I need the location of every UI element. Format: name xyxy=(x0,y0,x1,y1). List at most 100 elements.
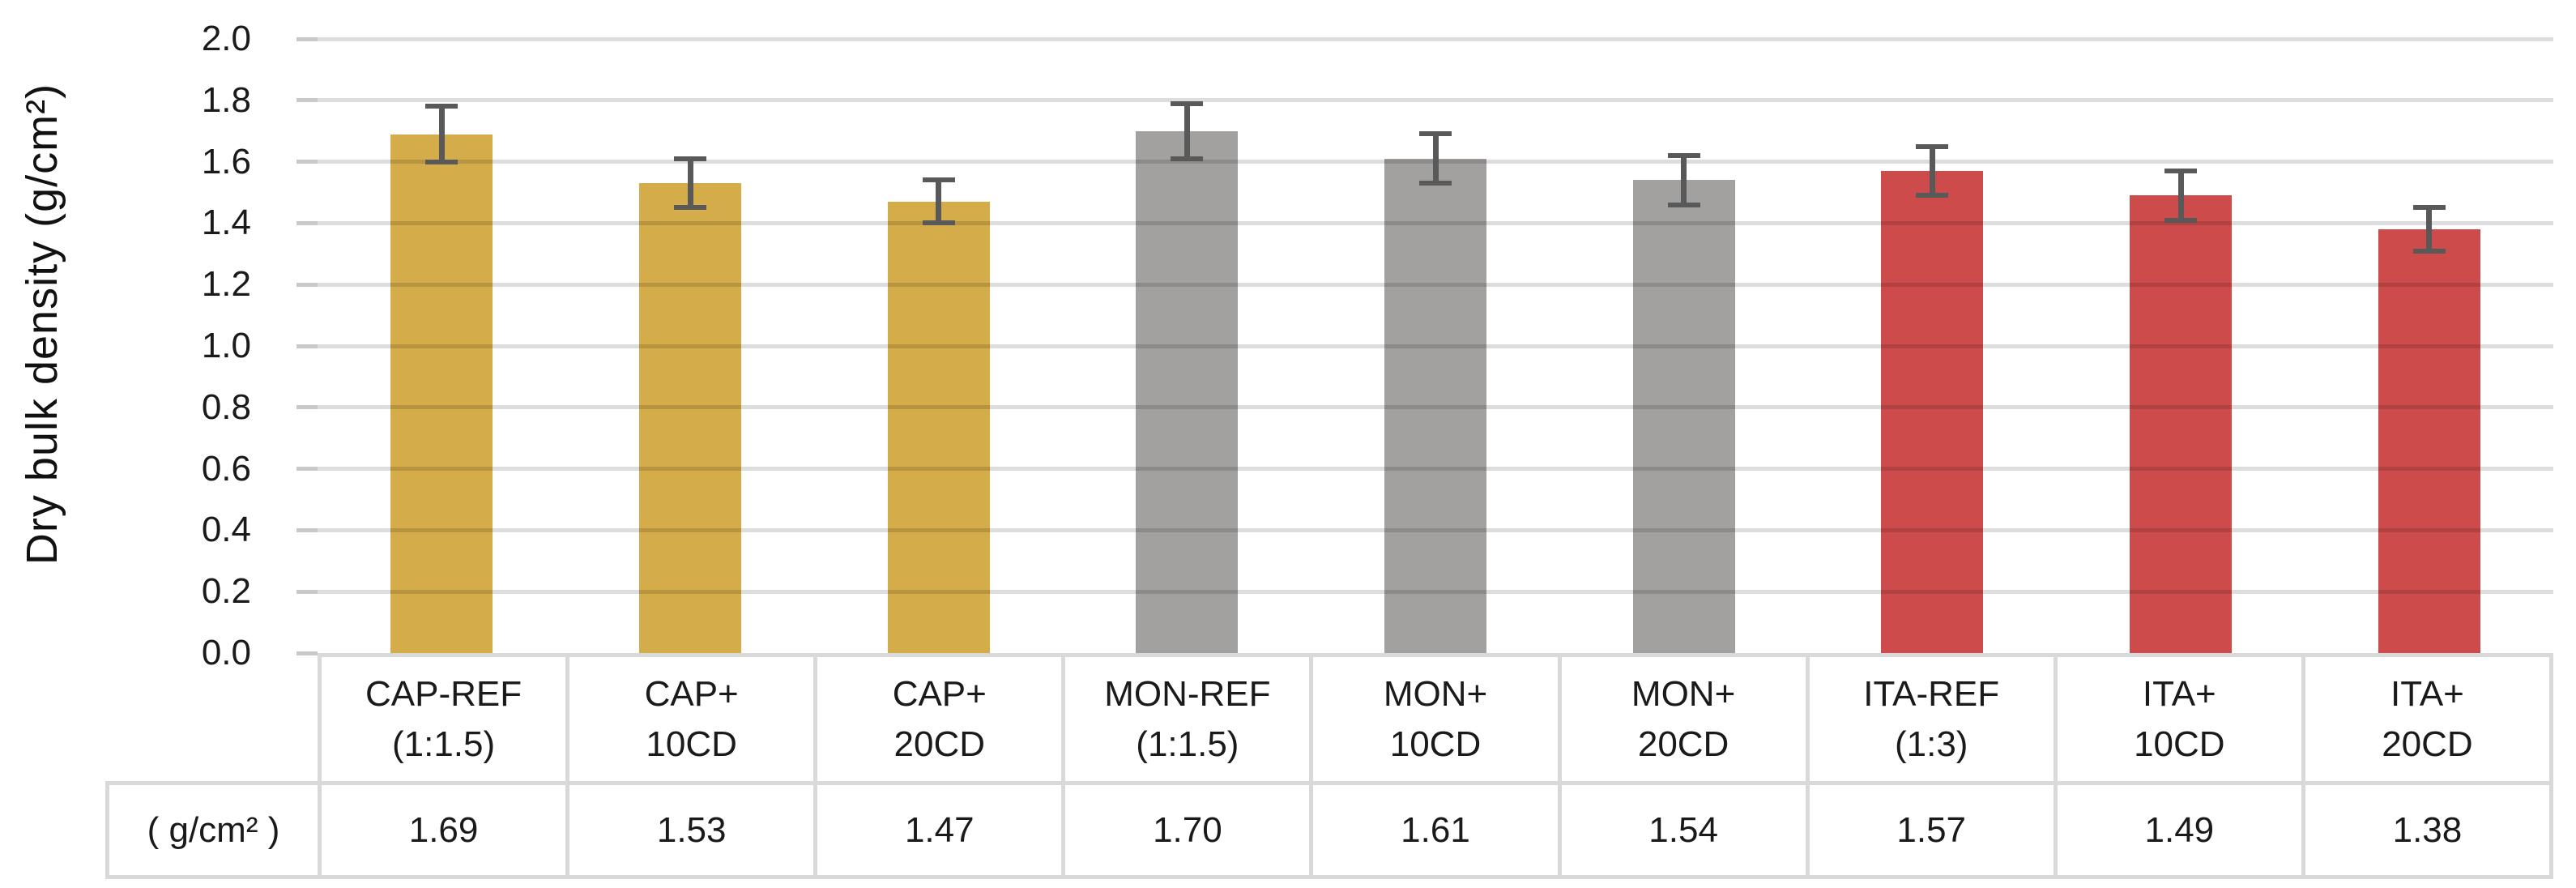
category-line2: 10CD xyxy=(646,724,737,764)
y-tick-label: 0.0 xyxy=(201,633,251,672)
value-cell: 1.53 xyxy=(565,781,818,879)
category-line2: (1:1.5) xyxy=(391,724,496,764)
y-tick-mark xyxy=(296,344,318,348)
category-line1: CAP+ xyxy=(892,673,987,714)
error-bar-cap xyxy=(1419,181,1452,186)
category-cell: ITA-REF (1:3) xyxy=(1805,653,2058,785)
y-tick-mark xyxy=(296,589,318,594)
gridline xyxy=(318,220,2553,225)
value-cell: 1.69 xyxy=(317,781,570,879)
category-row: CAP-REF (1:1.5) CAP+ 10CD CAP+ 20CD MON-REF (1:… xyxy=(108,653,2554,785)
error-bar xyxy=(1184,103,1190,159)
category-line1: MON+ xyxy=(1383,673,1488,714)
gridline xyxy=(318,98,2553,103)
y-tick-label: 1.4 xyxy=(201,203,251,243)
category-line2: 10CD xyxy=(1389,724,1482,764)
bar xyxy=(887,201,990,653)
error-bar xyxy=(687,158,693,208)
y-tick-label: 0.4 xyxy=(201,510,251,550)
bar xyxy=(1136,130,1239,653)
bar xyxy=(1632,180,1735,653)
value-cell: 1.54 xyxy=(1557,781,1810,879)
error-bar-cap xyxy=(1667,153,1700,159)
y-tick-label: 2.0 xyxy=(201,19,251,58)
gridline xyxy=(318,589,2553,594)
y-tick-mark xyxy=(296,36,318,41)
error-bar-cap xyxy=(1171,156,1204,161)
value-row: ( g/cm² ) 1.69 1.53 1.47 1.70 1.61 1.54 1.57 1.… xyxy=(105,781,2554,879)
category-line1: ITA-REF xyxy=(1863,673,2000,714)
y-tick-label: 1.6 xyxy=(201,141,251,181)
gridline xyxy=(318,36,2553,41)
category-line1: CAP+ xyxy=(644,673,739,714)
y-tick-label: 1.0 xyxy=(201,326,251,365)
bar xyxy=(1881,170,1984,653)
category-cell: MON+ 10CD xyxy=(1309,653,1562,785)
unit-row-header: ( g/cm² ) xyxy=(105,781,322,879)
value-cell: 1.47 xyxy=(813,781,1066,879)
category-cell: CAP+ 20CD xyxy=(813,653,1066,785)
gridline xyxy=(318,282,2553,287)
category-cell: CAP+ 10CD xyxy=(565,653,818,785)
table-corner-blank xyxy=(108,655,320,783)
gridline xyxy=(318,527,2553,532)
value-cell: 1.38 xyxy=(2301,781,2554,879)
value-cell: 1.70 xyxy=(1061,781,1314,879)
category-line1: MON+ xyxy=(1631,673,1736,714)
error-bar-cap xyxy=(2412,205,2446,211)
error-bar xyxy=(438,106,445,162)
category-cell: ITA+ 20CD xyxy=(2301,653,2554,785)
y-tick-label: 0.2 xyxy=(201,571,251,612)
value-cell: 1.57 xyxy=(1805,781,2058,879)
category-cell: ITA+ 10CD xyxy=(2053,653,2305,785)
category-line1: ITA+ xyxy=(2390,673,2464,714)
bar xyxy=(390,134,493,653)
error-bar xyxy=(2426,207,2433,251)
error-bar xyxy=(1681,156,1687,205)
y-axis-title: Dry bulk density (g/cm²) xyxy=(18,83,66,566)
y-tick-mark xyxy=(296,98,318,103)
error-bar-cap xyxy=(425,159,458,164)
error-bar-cap xyxy=(1916,143,1949,149)
category-line2: 20CD xyxy=(1637,724,1729,764)
error-bar xyxy=(1929,146,1935,196)
error-bar-cap xyxy=(1419,131,1452,137)
error-bar-cap xyxy=(425,104,458,109)
error-bar xyxy=(1432,134,1439,184)
y-tick-mark xyxy=(296,220,318,225)
y-tick-mark xyxy=(296,282,318,287)
category-cell: CAP-REF (1:1.5) xyxy=(317,653,570,785)
y-tick-mark xyxy=(296,467,318,472)
error-bar-cap xyxy=(2164,168,2197,173)
y-tick-mark xyxy=(296,160,318,164)
category-cell: MON-REF (1:1.5) xyxy=(1061,653,1314,785)
category-cell: MON+ 20CD xyxy=(1557,653,1810,785)
category-line1: CAP-REF xyxy=(365,673,522,714)
y-tick-mark xyxy=(296,527,318,532)
bar xyxy=(1384,158,1486,653)
error-bar-cap xyxy=(922,220,955,226)
error-bar xyxy=(936,180,942,224)
error-bar-cap xyxy=(674,156,706,161)
error-bar-cap xyxy=(1667,202,1700,207)
y-tick-label: 0.8 xyxy=(201,386,251,427)
y-tick-label: 1.8 xyxy=(201,79,251,120)
error-bar-cap xyxy=(674,205,706,211)
gridline xyxy=(318,405,2553,410)
error-bar-cap xyxy=(922,177,955,183)
bar xyxy=(639,183,741,653)
y-tick-label: 0.6 xyxy=(201,448,251,489)
value-cell: 1.49 xyxy=(2053,781,2305,879)
y-tick-mark xyxy=(296,651,318,655)
error-bar xyxy=(2177,170,2184,220)
bar xyxy=(2130,195,2232,653)
category-line1: ITA+ xyxy=(2142,673,2216,714)
value-cell: 1.61 xyxy=(1309,781,1562,879)
gridline xyxy=(318,344,2553,348)
y-tick-mark xyxy=(296,405,318,410)
error-bar-cap xyxy=(2164,217,2197,223)
category-line2: 20CD xyxy=(2382,724,2473,764)
category-line2: 10CD xyxy=(2134,724,2225,764)
bar xyxy=(2378,228,2480,653)
category-line1: MON-REF xyxy=(1104,673,1271,714)
